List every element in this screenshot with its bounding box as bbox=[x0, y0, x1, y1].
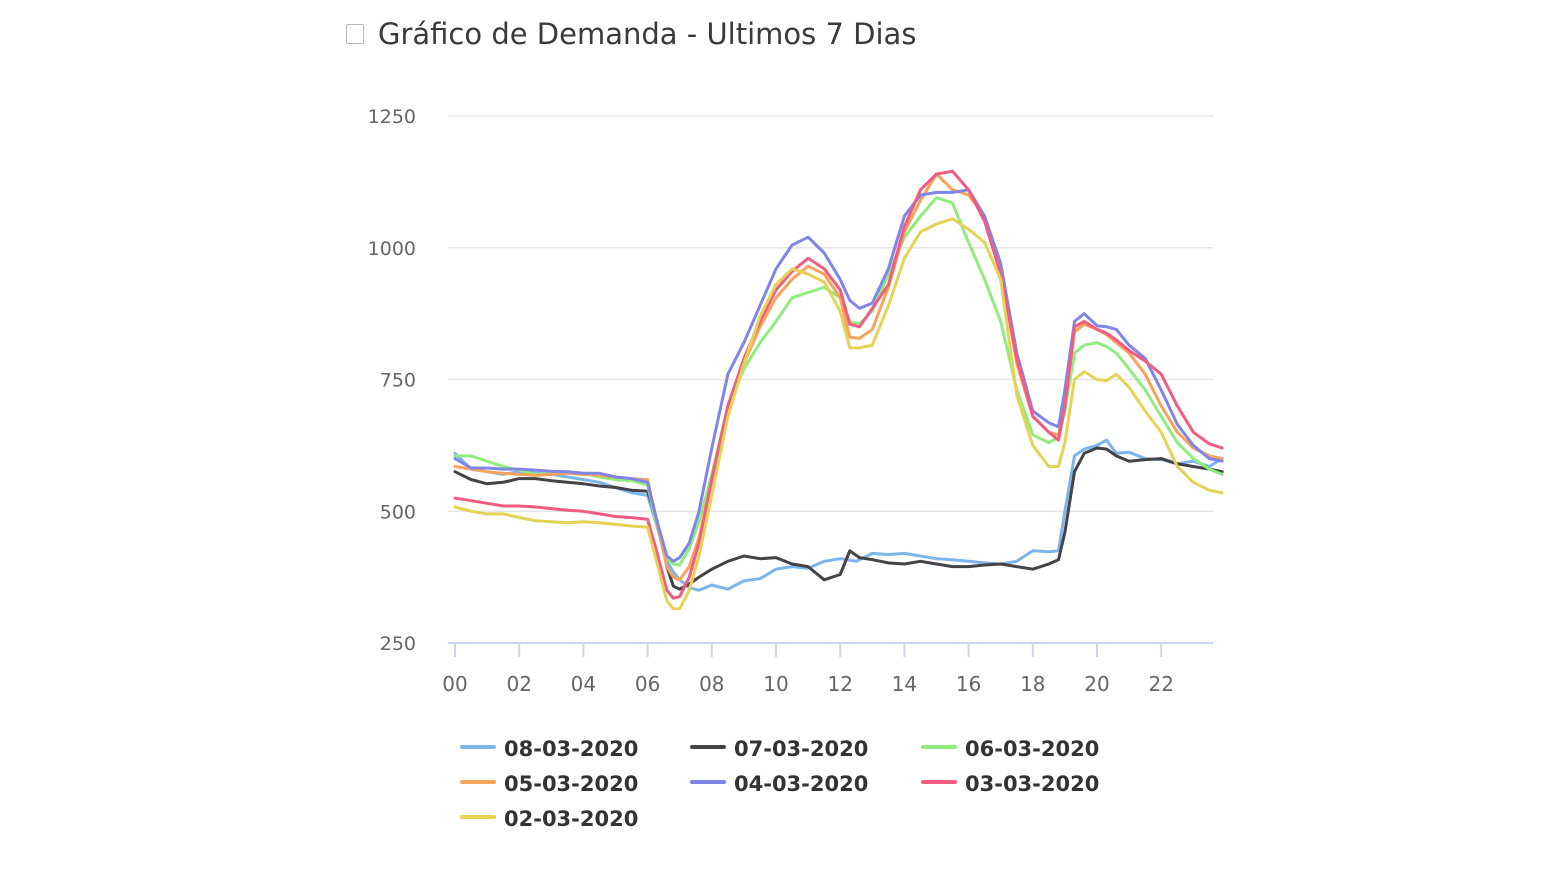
legend-label: 04-03-2020 bbox=[734, 772, 868, 796]
y-tick-label: 750 bbox=[380, 370, 416, 392]
chart-icon bbox=[346, 24, 364, 44]
x-tick-label: 10 bbox=[763, 672, 788, 696]
legend-item-03-03-2020[interactable]: 03-03-2020 bbox=[921, 772, 1099, 796]
x-tick-label: 00 bbox=[442, 672, 467, 696]
x-tick-label: 04 bbox=[571, 672, 596, 696]
series-line-02-03-2020[interactable] bbox=[453, 217, 1224, 611]
series-line-04-03-2020[interactable] bbox=[453, 188, 1224, 563]
series-line-05-03-2020[interactable] bbox=[453, 172, 1224, 582]
legend-item-05-03-2020[interactable]: 05-03-2020 bbox=[460, 772, 638, 796]
legend-label: 07-03-2020 bbox=[734, 737, 868, 761]
x-tick-label: 06 bbox=[635, 672, 660, 696]
y-tick-label: 1000 bbox=[368, 238, 416, 260]
legend-item-07-03-2020[interactable]: 07-03-2020 bbox=[690, 737, 868, 761]
chart-title-text: Gráfico de Demanda - Ultimos 7 Dias bbox=[378, 17, 917, 51]
x-tick-label: 16 bbox=[956, 672, 981, 696]
legend-item-08-03-2020[interactable]: 08-03-2020 bbox=[460, 737, 638, 761]
x-tick-label: 02 bbox=[506, 672, 531, 696]
legend-label: 02-03-2020 bbox=[504, 807, 638, 831]
legend-label: 06-03-2020 bbox=[965, 737, 1099, 761]
y-tick-label: 500 bbox=[380, 501, 416, 523]
legend-item-04-03-2020[interactable]: 04-03-2020 bbox=[690, 772, 868, 796]
series-line-03-03-2020[interactable] bbox=[453, 169, 1224, 600]
legend: 08-03-2020 07-03-2020 06-03-2020 05-03-2020… bbox=[460, 737, 1099, 831]
x-axis: 00 02 04 06 08 10 12 14 16 18 20 22 bbox=[442, 642, 1213, 696]
series-line-08-03-2020[interactable] bbox=[453, 438, 1224, 592]
series-lines bbox=[453, 169, 1224, 611]
series-line-07-03-2020[interactable] bbox=[453, 446, 1224, 591]
grid-lines bbox=[448, 115, 1213, 512]
chart-title: Gráfico de Demanda - Ultimos 7 Dias bbox=[346, 14, 916, 54]
legend-label: 08-03-2020 bbox=[504, 737, 638, 761]
x-tick-label: 12 bbox=[827, 672, 852, 696]
y-tick-label: 1250 bbox=[368, 106, 416, 128]
legend-label: 03-03-2020 bbox=[965, 772, 1099, 796]
y-tick-label: 250 bbox=[380, 633, 416, 655]
x-tick-label: 22 bbox=[1148, 672, 1173, 696]
legend-item-06-03-2020[interactable]: 06-03-2020 bbox=[921, 737, 1099, 761]
x-tick-label: 08 bbox=[699, 672, 724, 696]
x-tick-label: 18 bbox=[1020, 672, 1045, 696]
x-tick-label: 14 bbox=[892, 672, 917, 696]
legend-label: 05-03-2020 bbox=[504, 772, 638, 796]
x-tick-label: 20 bbox=[1084, 672, 1109, 696]
legend-item-02-03-2020[interactable]: 02-03-2020 bbox=[460, 807, 638, 831]
y-axis: 250 500 750 1000 1250 bbox=[368, 106, 416, 655]
